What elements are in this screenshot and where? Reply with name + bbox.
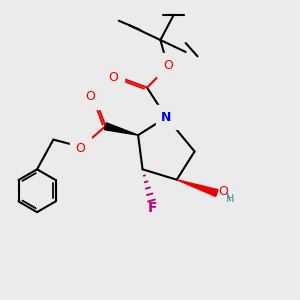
Polygon shape bbox=[104, 123, 138, 135]
Text: O: O bbox=[109, 71, 118, 84]
Text: O: O bbox=[75, 142, 85, 155]
Text: H: H bbox=[226, 194, 234, 204]
Text: N: N bbox=[161, 111, 172, 124]
Polygon shape bbox=[177, 180, 218, 196]
Text: O: O bbox=[85, 90, 95, 103]
Text: F: F bbox=[148, 201, 158, 215]
Text: O: O bbox=[218, 185, 228, 198]
Text: O: O bbox=[163, 59, 173, 72]
